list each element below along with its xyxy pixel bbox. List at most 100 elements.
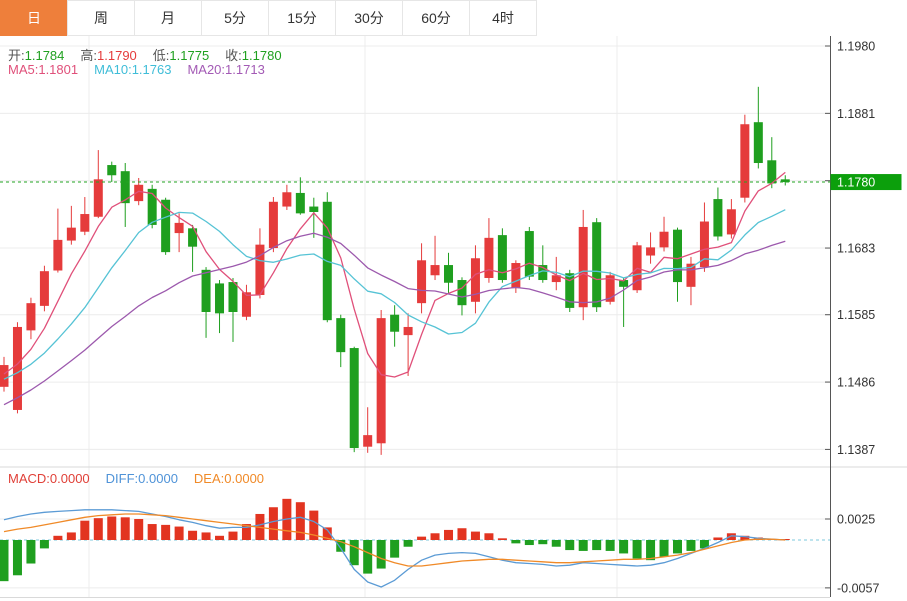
macd-hist-bar: [592, 540, 602, 551]
macd-hist-bar: [228, 531, 238, 540]
candle-body: [66, 227, 76, 241]
candle-body: [390, 314, 400, 332]
macd-axis-label: 0.0025: [837, 513, 875, 527]
macd-hist-bar: [39, 540, 49, 549]
macd-hist-bar: [322, 527, 332, 540]
candle-body: [26, 303, 36, 331]
price-axis-label: 1.1585: [837, 308, 875, 322]
candle-body: [659, 231, 669, 248]
timeframe-tab[interactable]: 日: [0, 0, 68, 36]
candle-body: [430, 265, 440, 276]
candle-body: [80, 214, 90, 232]
macd-hist-bar: [66, 532, 76, 540]
macd-hist-bar: [134, 519, 144, 540]
macd-hist-bar: [605, 540, 615, 551]
candle-body: [134, 184, 144, 202]
timeframe-tab[interactable]: 5分: [201, 0, 269, 36]
macd-hist-bar: [309, 510, 319, 540]
macd-hist-bar: [161, 524, 171, 540]
macd-hist-bar: [241, 524, 251, 540]
macd-hist-bar: [201, 532, 211, 540]
macd-hist-bar: [417, 536, 427, 540]
candle-body: [673, 229, 682, 283]
macd-hist-bar: [659, 540, 669, 557]
candle-body: [147, 188, 157, 225]
candle-body: [201, 269, 211, 312]
candle-body: [484, 237, 494, 278]
candle-body: [497, 235, 507, 281]
candle-body: [565, 273, 575, 308]
timeframe-tabbar: 日周月 5分 15分 30分 60分 4时: [0, 0, 537, 36]
diff-line: [3, 509, 786, 588]
dea-line: [3, 513, 786, 567]
ma5-line: [3, 171, 786, 378]
macd-hist-bar: [632, 540, 642, 559]
current-price-badge-label: 1.1780: [837, 176, 875, 190]
macd-hist-bar: [215, 535, 225, 540]
candle-body: [188, 228, 198, 247]
candle-body: [403, 326, 413, 336]
candle-body: [646, 247, 656, 256]
macd-hist-bar: [80, 520, 90, 540]
macd-hist-bar: [403, 540, 413, 547]
candle-body: [511, 263, 521, 289]
timeframe-tab[interactable]: 30分: [335, 0, 403, 36]
macd-hist-bar: [565, 540, 575, 551]
candle-body: [605, 275, 615, 302]
macd-axis-label: -0.0057: [837, 581, 879, 595]
macd-hist-bar: [551, 540, 561, 547]
price-axis-label: 1.1683: [837, 242, 875, 256]
macd-hist-bar: [511, 540, 521, 544]
macd-hist-bar: [713, 537, 723, 540]
macd-hist-bar: [336, 540, 346, 552]
macd-hist-bar: [457, 528, 467, 540]
candle-body: [228, 282, 238, 312]
candle-body: [551, 275, 561, 283]
candle-body: [93, 179, 103, 217]
macd-hist-bar: [444, 529, 454, 540]
candle-body: [53, 239, 63, 271]
macd-hist-bar: [174, 526, 184, 540]
candle-body: [592, 222, 602, 308]
candle-body: [538, 265, 548, 281]
macd-hist-bar: [376, 540, 386, 569]
candle-body: [713, 199, 723, 237]
macd-hist-bar: [686, 540, 696, 551]
macd-hist-bar: [470, 531, 480, 540]
macd-hist-bar: [147, 524, 157, 540]
timeframe-tab[interactable]: 周: [67, 0, 135, 36]
candle-body: [470, 258, 480, 302]
macd-hist-bar: [295, 502, 305, 540]
candle-body: [174, 222, 184, 234]
macd-hist-bar: [120, 517, 130, 540]
candle-body: [699, 221, 709, 268]
macd-hist-bar: [363, 540, 373, 574]
price-axis-label: 1.1387: [837, 443, 875, 457]
timeframe-tab[interactable]: 4时: [469, 0, 537, 36]
candle-body: [726, 209, 736, 235]
macd-hist-bar: [497, 538, 507, 540]
candle-body: [215, 283, 225, 314]
macd-hist-bar: [268, 507, 278, 540]
macd-hist-bar: [0, 540, 9, 582]
candle-body: [686, 263, 696, 287]
candle-body: [753, 122, 763, 164]
timeframe-tab[interactable]: 月: [134, 0, 202, 36]
candle-body: [241, 292, 251, 317]
macd-hist-bar: [93, 518, 103, 540]
macd-hist-bar: [524, 540, 534, 546]
macd-hist-bar: [646, 540, 656, 561]
macd-hist-bar: [349, 540, 359, 566]
candle-body: [457, 280, 467, 306]
macd-hist-bar: [619, 540, 629, 554]
macd-hist-bar: [578, 540, 588, 551]
candle-body: [767, 160, 777, 184]
timeframe-tab[interactable]: 60分: [402, 0, 470, 36]
candle-body: [349, 348, 359, 449]
macd-hist-bar: [538, 540, 548, 545]
timeframe-tab[interactable]: 15分: [268, 0, 336, 36]
macd-hist-bar: [484, 533, 494, 540]
candle-body: [444, 265, 454, 283]
